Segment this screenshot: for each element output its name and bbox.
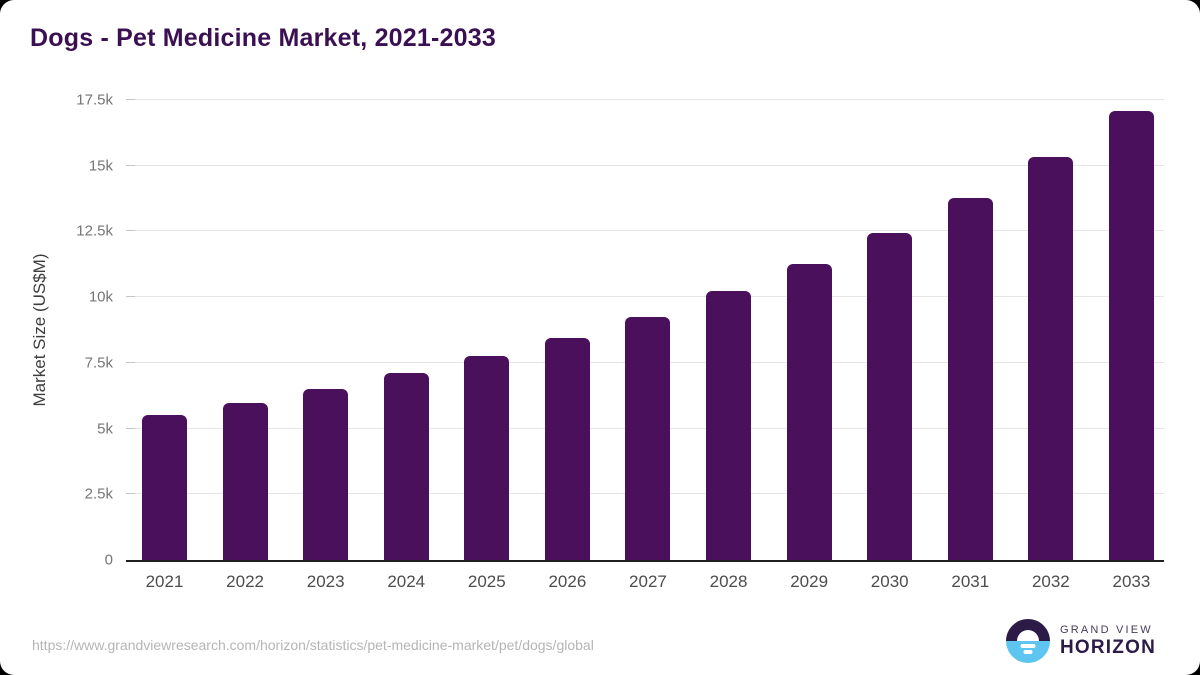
y-tick-label-10k: 10k xyxy=(88,288,113,306)
bar-slot-2033: 2033 xyxy=(1108,100,1154,591)
y-tick-mark xyxy=(126,296,135,298)
bar-2029[interactable] xyxy=(786,264,832,560)
bar-slot-2025: 2025 xyxy=(464,100,510,591)
chart-title: Dogs - Pet Medicine Market, 2021-2033 xyxy=(30,24,496,52)
y-tick-label-12.5k: 12.5k xyxy=(76,222,113,240)
bar-slot-2029: 2029 xyxy=(786,100,832,591)
x-tick-label-2025: 2025 xyxy=(467,572,506,591)
x-tick-label-2028: 2028 xyxy=(709,572,748,591)
bar-slot-2028: 2028 xyxy=(706,100,752,591)
x-tick-label-2031: 2031 xyxy=(951,572,990,591)
bar-slot-2032: 2032 xyxy=(1028,100,1074,591)
bar-2025[interactable] xyxy=(464,355,510,560)
x-tick-label-2030: 2030 xyxy=(870,572,909,591)
grand-view-horizon-logo: GRAND VIEW HORIZON xyxy=(1005,619,1156,663)
bar-slot-2022: 2022 xyxy=(222,100,268,591)
logo-grand-view-text: GRAND VIEW xyxy=(1059,623,1153,636)
y-tick-mark xyxy=(126,361,135,363)
bar-2031[interactable] xyxy=(947,197,993,560)
gridline-10k xyxy=(126,296,1164,298)
bar-slot-2026: 2026 xyxy=(544,100,590,591)
y-axis-title: Market Size (US$M) xyxy=(30,253,49,407)
x-tick-label-2029: 2029 xyxy=(790,572,829,591)
x-tick-label-2022: 2022 xyxy=(226,572,264,591)
bar-2030[interactable] xyxy=(867,232,913,560)
y-tick-label-17.5k: 17.5k xyxy=(76,91,113,109)
y-tick-label-15k: 15k xyxy=(88,157,113,175)
x-tick-label-2032: 2032 xyxy=(1031,572,1070,591)
sun-reflection-bar xyxy=(1020,644,1036,648)
bar-slot-2023: 2023 xyxy=(303,100,349,591)
logo-horizon-text: HORIZON xyxy=(1059,636,1156,658)
source-url: https://www.grandviewresearch.com/horizo… xyxy=(32,637,594,653)
bar-2021[interactable] xyxy=(142,414,187,560)
gridline-12.5k xyxy=(126,230,1164,232)
gridline-17.5k xyxy=(126,99,1164,100)
x-tick-label-2026: 2026 xyxy=(548,572,587,591)
bar-slot-2027: 2027 xyxy=(625,100,671,591)
x-tick-label-2027: 2027 xyxy=(629,572,667,591)
bars-container: 2021 2022 2023 2024 2025 2026 2027 2028 2029 2030… xyxy=(126,100,1164,591)
bar-2023[interactable] xyxy=(303,389,349,560)
sun-shape xyxy=(1016,630,1039,641)
x-tick-label-2024: 2024 xyxy=(387,572,426,591)
y-tick-label-7.5k: 7.5k xyxy=(84,354,113,372)
bar-slot-2031: 2031 xyxy=(947,100,993,591)
y-tick-label-5k: 5k xyxy=(97,420,113,438)
y-tick-label-2.5k: 2.5k xyxy=(84,485,113,503)
y-tick-mark xyxy=(126,99,135,100)
y-tick-mark xyxy=(126,164,135,166)
bar-2026[interactable] xyxy=(544,337,590,560)
bar-2027[interactable] xyxy=(625,317,671,560)
x-tick-label-2021: 2021 xyxy=(145,572,184,591)
bar-slot-2024: 2024 xyxy=(383,100,429,591)
logo-text: GRAND VIEW HORIZON xyxy=(1060,624,1156,659)
plot-area: 0 2.5k 5k 7.5k 10k 12.5k 15k 17.5k 2021 2022 2023… xyxy=(76,92,1164,591)
bar-slot-2030: 2030 xyxy=(867,100,913,591)
gridline-15k xyxy=(126,164,1164,166)
bar-2033[interactable] xyxy=(1108,111,1154,560)
bar-2022[interactable] xyxy=(222,402,268,560)
bar-2024[interactable] xyxy=(383,373,429,560)
horizon-sun-icon xyxy=(1005,619,1050,663)
bar-slot-2021: 2021 xyxy=(142,100,187,591)
y-tick-mark xyxy=(126,427,135,429)
x-tick-label-2033: 2033 xyxy=(1112,572,1151,591)
y-tick-label-0: 0 xyxy=(104,551,113,569)
sun-reflection-bar xyxy=(1023,650,1033,654)
bar-2032[interactable] xyxy=(1028,157,1074,560)
y-tick-mark xyxy=(126,230,135,232)
bar-2028[interactable] xyxy=(706,291,752,560)
x-tick-label-2023: 2023 xyxy=(306,572,345,591)
y-tick-mark xyxy=(126,493,135,495)
